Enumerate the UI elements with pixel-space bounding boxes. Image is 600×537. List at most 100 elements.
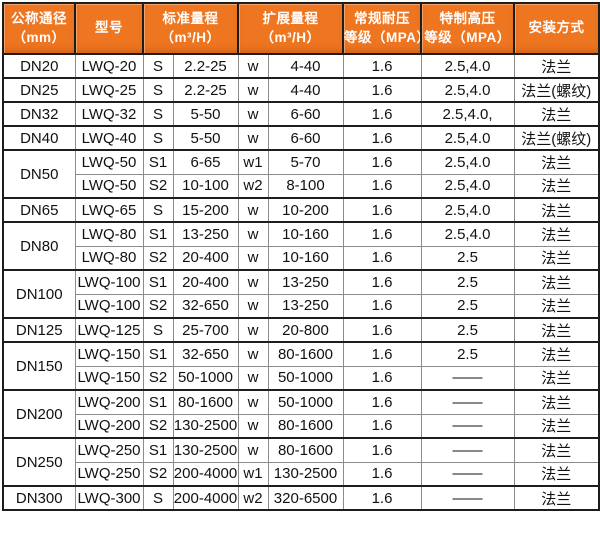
normal-pressure-cell: 1.6 — [342, 269, 422, 295]
normal-pressure-cell: 1.6 — [342, 317, 422, 343]
header-label: （mm） — [12, 29, 66, 45]
header-normal-pressure: 常规耐压 等级（MPA） — [342, 2, 422, 55]
extended-gear-cell: w — [237, 197, 269, 223]
nominal-diameter-cell: DN40 — [2, 125, 76, 151]
installation-cell: 法兰 — [513, 485, 600, 511]
extended-gear-cell: w — [237, 125, 269, 151]
nominal-diameter-cell: DN25 — [2, 77, 76, 103]
table-row: LWQ-200 S2 130-2500 w 80-1600 1.6 —— 法兰 — [3, 413, 600, 439]
high-pressure-cell: —— — [420, 461, 515, 487]
standard-gear-cell: S2 — [142, 365, 174, 391]
header-label: 扩展量程 — [262, 11, 319, 27]
model-cell: LWQ-100 — [74, 269, 144, 295]
normal-pressure-cell: 1.6 — [342, 125, 422, 151]
table-row: LWQ-50 S2 10-100 w2 8-100 1.6 2.5,4.0 法兰 — [3, 173, 600, 199]
installation-cell: 法兰 — [513, 365, 600, 391]
table-row: LWQ-250 S2 200-4000 w1 130-2500 1.6 —— 法兰 — [3, 461, 600, 487]
model-cell: LWQ-100 — [74, 293, 144, 319]
standard-range-cell: 5-50 — [172, 101, 239, 127]
extended-gear-cell: w — [237, 293, 269, 319]
installation-cell: 法兰(螺纹) — [513, 77, 600, 103]
header-special-high-pressure: 特制高压 等级（MPA） — [420, 2, 515, 55]
header-label: 公称通径 — [11, 11, 67, 27]
normal-pressure-cell: 1.6 — [342, 365, 422, 391]
model-cell: LWQ-150 — [74, 365, 144, 391]
table-row: DN40 LWQ-40 S 5-50 w 6-60 1.6 2.5,4.0 法兰(螺纹) — [2, 125, 600, 151]
standard-gear-cell: S1 — [142, 149, 174, 175]
standard-gear-cell: S — [142, 53, 174, 79]
extended-range-cell: 4-40 — [267, 53, 344, 79]
high-pressure-cell: 2.5,4.0 — [420, 77, 515, 103]
table-row: LWQ-150 S2 50-1000 w 50-1000 1.6 —— 法兰 — [3, 365, 600, 391]
normal-pressure-cell: 1.6 — [342, 77, 422, 103]
extended-gear-cell: w — [237, 101, 269, 127]
extended-gear-cell: w — [237, 413, 269, 439]
standard-range-cell: 32-650 — [172, 293, 239, 319]
model-cell: LWQ-80 — [74, 245, 144, 271]
model-cell: LWQ-300 — [74, 485, 144, 511]
standard-gear-cell: S — [142, 101, 174, 127]
table-row: LWQ-100 S2 32-650 w 13-250 1.6 2.5 法兰 — [3, 293, 600, 319]
extended-range-cell: 10-160 — [267, 245, 344, 271]
normal-pressure-cell: 1.6 — [342, 341, 422, 367]
header-label: 特制高压 — [439, 11, 496, 27]
table-row: DN32 LWQ-32 S 5-50 w 6-60 1.6 2.5,4.0, 法兰 — [2, 101, 600, 127]
extended-range-cell: 20-800 — [267, 317, 344, 343]
standard-range-cell: 13-250 — [172, 221, 239, 247]
model-cell: LWQ-40 — [74, 125, 144, 151]
extended-range-cell: 80-1600 — [267, 341, 344, 367]
extended-range-cell: 6-60 — [267, 101, 344, 127]
model-cell: LWQ-80 — [74, 221, 144, 247]
standard-gear-cell: S — [142, 197, 174, 223]
installation-cell: 法兰 — [513, 197, 600, 223]
high-pressure-cell: 2.5,4.0 — [420, 125, 515, 151]
standard-range-cell: 130-2500 — [172, 413, 239, 439]
standard-range-cell: 80-1600 — [172, 389, 239, 415]
installation-cell: 法兰(螺纹) — [513, 125, 600, 151]
extended-gear-cell: w — [237, 77, 269, 103]
installation-cell: 法兰 — [513, 269, 600, 295]
high-pressure-cell: 2.5,4.0, — [420, 101, 515, 127]
standard-range-cell: 25-700 — [172, 317, 239, 343]
high-pressure-cell: 2.5 — [420, 317, 515, 343]
normal-pressure-cell: 1.6 — [342, 221, 422, 247]
model-cell: LWQ-25 — [74, 77, 144, 103]
standard-gear-cell: S1 — [142, 437, 174, 463]
standard-gear-cell: S2 — [142, 245, 174, 271]
model-cell: LWQ-20 — [74, 53, 144, 79]
installation-cell: 法兰 — [513, 101, 600, 127]
high-pressure-cell: 2.5 — [420, 341, 515, 367]
standard-gear-cell: S1 — [142, 269, 174, 295]
high-pressure-cell: 2.5 — [420, 245, 515, 271]
table-row: DN200 LWQ-200 S1 80-1600 w 50-1000 1.6 —— 法兰 — [2, 389, 600, 439]
extended-range-cell: 130-2500 — [267, 461, 344, 487]
extended-range-cell: 80-1600 — [267, 437, 344, 463]
header-label: 等级（MPA） — [424, 29, 511, 45]
extended-gear-cell: w — [237, 221, 269, 247]
extended-range-cell: 5-70 — [267, 149, 344, 175]
header-nominal-diameter: 公称通径 （mm） — [2, 2, 76, 55]
standard-range-cell: 130-2500 — [172, 437, 239, 463]
extended-range-cell: 4-40 — [267, 77, 344, 103]
model-cell: LWQ-250 — [74, 461, 144, 487]
installation-cell: 法兰 — [513, 245, 600, 271]
table-row: LWQ-80 S2 20-400 w 10-160 1.6 2.5 法兰 — [3, 245, 600, 271]
standard-gear-cell: S1 — [142, 389, 174, 415]
high-pressure-cell: —— — [420, 413, 515, 439]
header-label: 型号 — [95, 20, 123, 36]
nominal-diameter-cell: DN300 — [2, 485, 76, 511]
normal-pressure-cell: 1.6 — [342, 413, 422, 439]
installation-cell: 法兰 — [513, 173, 600, 199]
extended-range-cell: 13-250 — [267, 293, 344, 319]
nominal-diameter-cell: DN100 — [2, 269, 76, 319]
extended-range-cell: 13-250 — [267, 269, 344, 295]
high-pressure-cell: —— — [420, 365, 515, 391]
nominal-diameter-cell: DN80 — [2, 221, 76, 271]
normal-pressure-cell: 1.6 — [342, 437, 422, 463]
normal-pressure-cell: 1.6 — [342, 173, 422, 199]
standard-gear-cell: S2 — [142, 293, 174, 319]
header-model: 型号 — [74, 2, 144, 55]
extended-gear-cell: w — [237, 341, 269, 367]
normal-pressure-cell: 1.6 — [342, 461, 422, 487]
standard-range-cell: 200-4000 — [172, 461, 239, 487]
